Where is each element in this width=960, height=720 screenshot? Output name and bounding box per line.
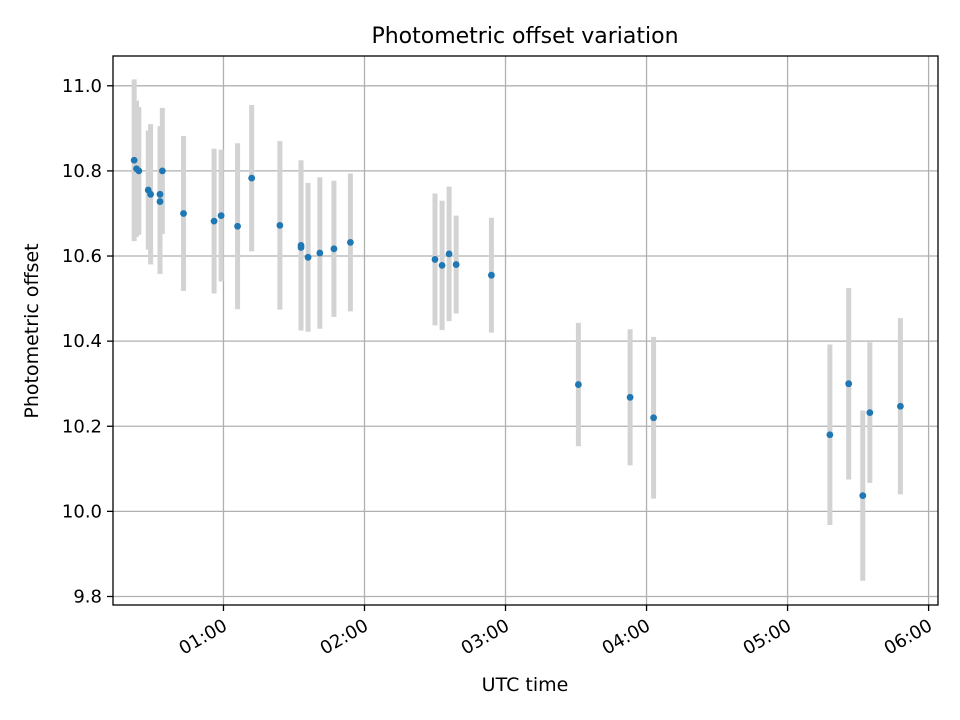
y-tick-label: 10.8 — [62, 161, 102, 182]
data-point — [316, 249, 324, 257]
data-points — [130, 156, 904, 500]
data-point — [158, 167, 166, 175]
data-point — [452, 261, 460, 268]
data-point — [210, 217, 218, 225]
data-point — [574, 381, 582, 388]
y-axis-ticks: 9.8 10.0 10.2 10.4 10.6 10.8 11.0 — [62, 76, 113, 607]
errorbars — [131, 79, 903, 581]
plot-frame — [112, 55, 939, 606]
data-point — [156, 198, 164, 205]
chart-title: Photometric offset variation — [371, 24, 678, 49]
y-tick-label: 10.0 — [62, 501, 102, 522]
y-tick-label: 9.8 — [73, 586, 102, 607]
data-point — [217, 212, 225, 219]
x-axis-ticks: 01:00 02:00 03:00 04:00 05:00 06:00 — [176, 605, 936, 659]
data-point — [234, 222, 241, 230]
data-point — [156, 190, 164, 198]
y-tick-label: 11.0 — [62, 76, 102, 97]
x-tick-label: 02:00 — [317, 615, 372, 659]
y-axis-label: Photometric offset — [21, 243, 43, 418]
y-tick-label: 10.6 — [62, 246, 102, 267]
x-tick-label: 01:00 — [176, 615, 231, 659]
y-tick-label: 10.2 — [62, 416, 102, 437]
data-point — [346, 239, 354, 246]
data-point — [866, 409, 874, 417]
data-point — [859, 492, 867, 500]
grid — [113, 56, 938, 605]
data-point — [147, 190, 155, 198]
data-point — [276, 221, 284, 229]
data-point — [297, 244, 305, 251]
x-axis-label: UTC time — [482, 674, 569, 696]
data-point — [845, 380, 853, 388]
data-point — [180, 210, 187, 217]
data-point — [431, 256, 439, 263]
x-tick-label: 06:00 — [881, 615, 936, 659]
data-point — [438, 261, 446, 269]
data-point — [826, 431, 834, 439]
data-point — [626, 393, 634, 401]
x-tick-label: 03:00 — [458, 615, 513, 659]
x-tick-label: 05:00 — [740, 615, 795, 659]
data-point — [896, 402, 904, 410]
data-point — [135, 167, 143, 175]
data-point — [488, 271, 495, 279]
data-point — [248, 174, 256, 182]
y-tick-label: 10.4 — [62, 331, 102, 352]
x-tick-label: 04:00 — [599, 615, 654, 659]
data-point — [650, 414, 657, 422]
data-point — [304, 253, 312, 261]
data-point — [330, 245, 338, 253]
data-point — [130, 156, 138, 164]
data-point — [445, 250, 453, 258]
